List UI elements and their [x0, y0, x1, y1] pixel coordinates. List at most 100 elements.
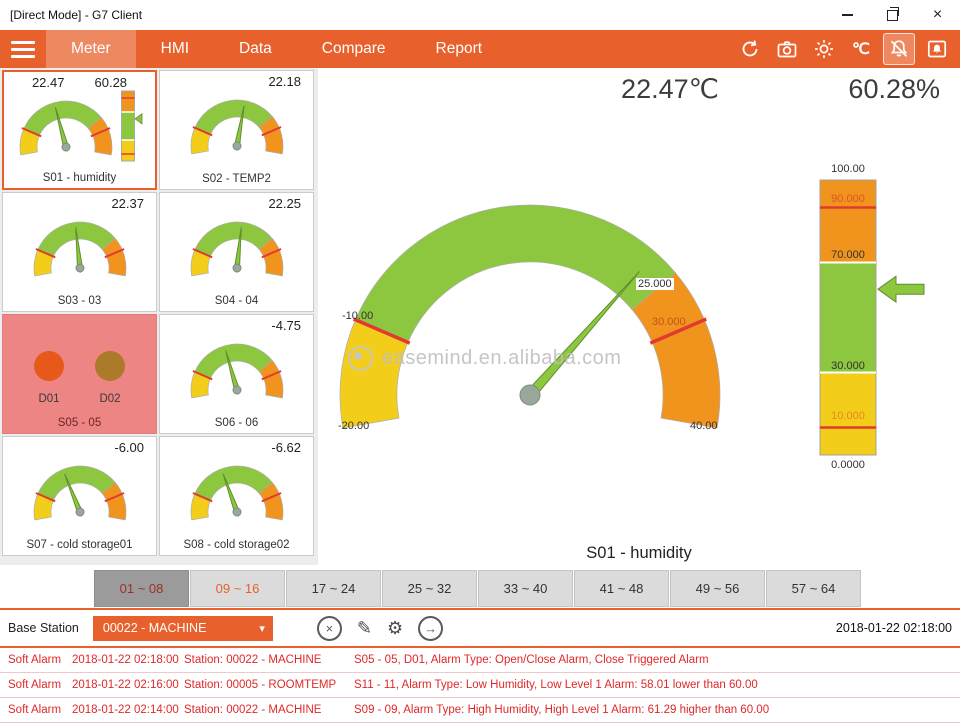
humidity-bar-gauge: [819, 179, 925, 456]
meter-grid: 22.47 60.28 S01 - humidity 22.18 S02 - TEMP2…: [0, 68, 318, 565]
cancel-icon[interactable]: ×: [316, 615, 342, 641]
menu-icon[interactable]: [0, 40, 46, 58]
tile-value: -6.00: [114, 440, 144, 455]
go-icon[interactable]: →: [418, 615, 444, 641]
tile-gauge-row: [185, 455, 289, 527]
meter-tile-s04[interactable]: 22.25 S04 - 04: [159, 192, 314, 312]
station-select-value: 00022 - MACHINE: [102, 621, 207, 635]
gauge-low-tick-label: -10.00: [342, 310, 374, 322]
tile-label: S01 - humidity: [42, 172, 117, 184]
nav-items: Meter HMI Data Compare Report: [46, 30, 507, 68]
tile-label: S02 - TEMP2: [202, 173, 271, 185]
bar-10-label: 10.000: [831, 410, 865, 422]
alarm-panel-icon[interactable]: [922, 34, 952, 64]
nav-item-report[interactable]: Report: [435, 40, 483, 57]
settings-icon[interactable]: ⚙: [386, 618, 404, 638]
temperature-reading: 22.47℃: [621, 74, 719, 104]
bar-90-label: 90.000: [831, 193, 865, 205]
tile-gauge: [33, 465, 126, 521]
digital-channel: D01: [34, 351, 64, 405]
range-tab-2[interactable]: 09 ~ 16: [190, 570, 285, 607]
alarm-row[interactable]: Soft Alarm 2018-01-22 02:16:00 Station: 00…: [0, 673, 960, 698]
tile-gauge-row: [185, 211, 289, 283]
tile-value: 22.25: [268, 196, 301, 211]
nav-toolbar: ℃: [735, 33, 952, 65]
close-button[interactable]: ×: [932, 6, 943, 23]
range-tab-4[interactable]: 25 ~ 32: [382, 570, 477, 607]
maximize-button[interactable]: [870, 0, 915, 30]
gauge-title: S01 - humidity: [586, 544, 692, 562]
tile-value: 22.47: [31, 75, 65, 90]
meter-tile-s02[interactable]: 22.18 S02 - TEMP2: [159, 70, 314, 190]
alarm-type: Soft Alarm: [8, 679, 62, 691]
alarm-station: Station: 00022 - MACHINE: [184, 704, 322, 716]
refresh-icon[interactable]: [735, 34, 765, 64]
tile-values: 22.47 60.28: [4, 72, 155, 90]
tile-value: 22.37: [111, 196, 144, 211]
gauge-panel: 22.47℃ 60.28% -20.00 40.00 -10.00 25.000…: [318, 68, 960, 565]
station-select[interactable]: 00022 - MACHINE ▾: [92, 615, 273, 641]
tile-gauge: [190, 343, 283, 399]
meter-tile-s07[interactable]: -6.00 S07 - cold storage01: [2, 436, 157, 556]
station-bar: Base Station 00022 - MACHINE ▾ × ✎ ⚙ → 2…: [0, 610, 960, 646]
digital-channel-label: D02: [99, 393, 121, 405]
tile-label: S07 - cold storage01: [26, 539, 133, 551]
tile-gauge: [190, 99, 283, 155]
station-actions: × ✎ ⚙ →: [316, 615, 444, 641]
alarm-message: S11 - 11, Alarm Type: Low Humidity, Low …: [354, 679, 758, 691]
humidity-reading: 60.28%: [848, 74, 940, 104]
tile-value: -6.62: [271, 440, 301, 455]
gauge-max-label: 40.00: [690, 420, 718, 432]
minimize-icon: [842, 14, 853, 16]
tile-gauge: [33, 221, 126, 277]
gauge-mid-tick-label: 25.000: [636, 278, 674, 290]
tile-gauge-row: [185, 333, 289, 405]
alarm-station: Station: 00022 - MACHINE: [184, 654, 322, 666]
range-tab-7[interactable]: 49 ~ 56: [670, 570, 765, 607]
alarm-type: Soft Alarm: [8, 704, 62, 716]
tile-gauge-row: [185, 89, 289, 161]
window-controls: ×: [825, 0, 960, 30]
tile-values: -6.62: [160, 437, 313, 455]
meter-tile-s06[interactable]: -4.75 S06 - 06: [159, 314, 314, 434]
camera-icon[interactable]: [772, 34, 802, 64]
minimize-button[interactable]: [825, 0, 870, 30]
bar-70-label: 70.000: [831, 249, 865, 261]
nav-item-meter[interactable]: Meter: [46, 30, 136, 68]
alarm-station: Station: 00005 - ROOMTEMP: [184, 679, 337, 691]
tile-value: -4.75: [271, 318, 301, 333]
meter-tile-s08[interactable]: -6.62 S08 - cold storage02: [159, 436, 314, 556]
tile-value: 60.28: [94, 75, 128, 90]
meter-tile-s03[interactable]: 22.37 S03 - 03: [2, 192, 157, 312]
tile-value: 22.18: [268, 74, 301, 89]
meter-tile-s05[interactable]: D01 D02 S05 - 05: [2, 314, 157, 434]
alarm-time: 2018-01-22 02:18:00: [72, 654, 179, 666]
range-tab-6[interactable]: 41 ~ 48: [574, 570, 669, 607]
restore-icon: [887, 6, 899, 21]
brightness-icon[interactable]: [809, 34, 839, 64]
alarm-message: S05 - 05, D01, Alarm Type: Open/Close Al…: [354, 654, 709, 666]
digital-indicator-icon: [95, 351, 125, 381]
range-tab-1[interactable]: 01 ~ 08: [94, 570, 189, 607]
tile-label: S04 - 04: [214, 295, 259, 307]
tile-gauge: [190, 221, 283, 277]
alarm-row[interactable]: Soft Alarm 2018-01-22 02:14:00 Station: 00…: [0, 698, 960, 723]
digital-channels: D01 D02: [3, 351, 156, 405]
nav-item-compare[interactable]: Compare: [321, 40, 386, 57]
range-tabs: 01 ~ 08 09 ~ 16 17 ~ 24 25 ~ 32 33 ~ 40 41 ~ …: [94, 570, 861, 607]
tile-gauge-row: [14, 90, 145, 162]
alarm-row[interactable]: Soft Alarm 2018-01-22 02:18:00 Station: 00…: [0, 648, 960, 673]
base-station-label: Base Station: [8, 621, 79, 635]
unit-toggle-button[interactable]: ℃: [852, 41, 870, 58]
range-tab-8[interactable]: 57 ~ 64: [766, 570, 861, 607]
alarm-time: 2018-01-22 02:16:00: [72, 679, 179, 691]
meter-tile-s01[interactable]: 22.47 60.28 S01 - humidity: [2, 70, 157, 190]
range-tab-5[interactable]: 33 ~ 40: [478, 570, 573, 607]
alarm-mute-icon[interactable]: [883, 33, 915, 65]
gauge-min-label: -20.00: [338, 420, 370, 432]
range-tab-3[interactable]: 17 ~ 24: [286, 570, 381, 607]
nav-item-data[interactable]: Data: [239, 40, 272, 57]
edit-icon[interactable]: ✎: [356, 618, 372, 638]
nav-item-hmi[interactable]: HMI: [160, 40, 190, 57]
